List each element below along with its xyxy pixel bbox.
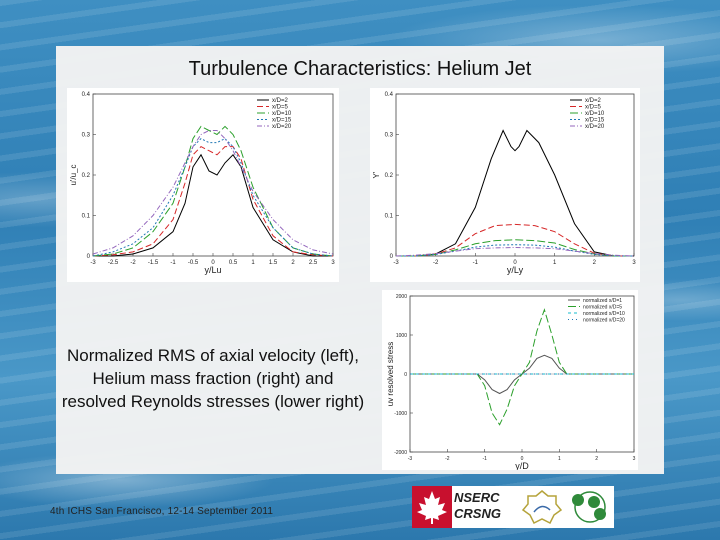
x-tick-label: -2: [433, 260, 439, 266]
y-axis-label: u'/u_c: [69, 164, 78, 185]
left-chart: -3 -2.5 -2 -1.5 -1 -0.5 0 0.5 1 1.5 2 2.5 3 0 0.1 0.2 0.…: [69, 92, 335, 275]
y-tick-label: 0: [87, 254, 91, 260]
x-tick-label: -2.5: [108, 260, 119, 266]
x-tick-label: -1: [170, 260, 176, 266]
slide-title: Turbulence Characteristics: Helium Jet: [188, 58, 532, 80]
x-tick-label: 0: [211, 260, 215, 266]
legend-label: x/D=2: [585, 98, 602, 104]
legend-label: x/D=20: [272, 124, 292, 130]
x-tick-label: -3: [90, 260, 96, 266]
y-tick-label: 0.1: [82, 214, 91, 220]
series-line: [396, 239, 634, 257]
x-tick-label: -1: [473, 260, 479, 266]
lower-right-chart: -3 -2 -1 0 1 2 3 -2000 -1000 0 1000 2000 y/D uv resol…: [386, 294, 636, 471]
x-tick-label: 1: [251, 260, 255, 266]
series-line: [92, 145, 334, 257]
sponsor-logos: NSERC CRSNG: [412, 486, 614, 528]
x-tick-label: 2: [593, 260, 597, 266]
right-chart: -3 -2 -1 0 1 2 300.10.20.30.4y/LyY'x/D=2x/D=5x…: [372, 92, 636, 275]
x-tick-label: 1: [558, 456, 561, 462]
series-line: [396, 223, 634, 257]
x-tick-label: 2.5: [309, 260, 318, 266]
legend-label: normalized x/D=5: [583, 305, 622, 311]
legend-label: x/D=15: [272, 118, 292, 124]
y-tick-label: 0.1: [385, 214, 394, 220]
left-plot: -3 -2.5 -2 -1.5 -1 -0.5 0 0.5 1 1.5 2 2.5 3 0 0.1 0.2 0.…: [67, 88, 339, 282]
series-line: [92, 125, 334, 257]
plot-frame: [92, 93, 334, 257]
y-tick-label: 1000: [396, 333, 407, 339]
x-tick-label: -0.5: [188, 260, 199, 266]
x-tick-label: -3: [408, 456, 413, 462]
y-tick-label: 0.3: [385, 133, 394, 139]
lower-right-plot: -3 -2 -1 0 1 2 3 -2000 -1000 0 1000 2000 y/D uv resol…: [382, 290, 638, 471]
series-line: [92, 130, 334, 255]
legend-label: x/D=5: [585, 105, 602, 111]
nserc-logo-text: NSERC CRSNG: [454, 490, 501, 522]
series-line: [396, 129, 634, 257]
legend-label: x/D=10: [272, 111, 292, 117]
x-tick-label: -2: [445, 456, 450, 462]
y-tick-label: 0.4: [385, 92, 394, 98]
legend-label: normalized x/D=20: [583, 318, 625, 324]
y-tick-label: 0: [404, 372, 407, 378]
x-tick-label: 0.5: [229, 260, 238, 266]
nserc-label: NSERC: [454, 490, 500, 505]
y-tick-label: -1000: [394, 411, 407, 417]
x-tick-label: -1: [482, 456, 487, 462]
y-tick-label: 0.2: [82, 173, 91, 179]
legend-label: x/D=5: [272, 105, 289, 111]
legend-label: x/D=2: [272, 98, 289, 104]
x-tick-label: 3: [632, 260, 636, 266]
x-tick-label: -1.5: [148, 260, 159, 266]
y-axis-label: Y': [372, 171, 381, 178]
y-tick-label: 0.3: [82, 133, 91, 139]
x-tick-label: 2: [595, 456, 598, 462]
y-tick-label: 0.2: [385, 173, 394, 179]
x-tick-label: 0: [513, 260, 517, 266]
x-axis-label: y/D: [515, 461, 529, 470]
x-tick-label: 3: [331, 260, 335, 266]
legend-label: normalized x/D=10: [583, 311, 625, 317]
x-tick-label: -2: [130, 260, 136, 266]
x-tick-label: -3: [393, 260, 399, 266]
irh-logo: [568, 488, 612, 526]
x-tick-label: 1.5: [269, 260, 278, 266]
x-tick-label: 3: [633, 456, 636, 462]
x-axis-label: y/Lu: [204, 265, 221, 275]
figure-caption: Normalized RMS of axial velocity (left),…: [61, 346, 365, 411]
series-line: [92, 137, 334, 257]
y-axis-label: uv resolved stress: [386, 342, 395, 406]
y-tick-label: 0.4: [82, 92, 91, 98]
right-plot: -3 -2 -1 0 1 2 3 0 0.1 0.2 0.3 0.4 y/Ly Y' x/D=2 x/D=5 x…: [370, 88, 640, 282]
legend-label: normalized x/D=1: [583, 298, 622, 304]
x-tick-label: 1: [553, 260, 557, 266]
series-line: [93, 153, 333, 257]
legend-label: x/D=10: [585, 111, 605, 117]
series-line: [410, 308, 634, 426]
maple-leaf-logo: [412, 486, 452, 528]
lfn-logo: [520, 488, 564, 526]
y-tick-label: 0: [390, 254, 394, 260]
x-tick-label: 2: [291, 260, 295, 266]
y-tick-label: -2000: [394, 450, 407, 456]
legend-label: x/D=20: [585, 124, 605, 130]
crsng-label: CRSNG: [454, 506, 501, 521]
x-tick-label: 0: [521, 456, 524, 462]
y-tick-label: 2000: [396, 294, 407, 300]
footer-text: 4th ICHS San Francisco, 12-14 September …: [50, 506, 274, 517]
legend-label: x/D=15: [585, 118, 605, 124]
x-axis-label: y/Ly: [507, 265, 524, 275]
